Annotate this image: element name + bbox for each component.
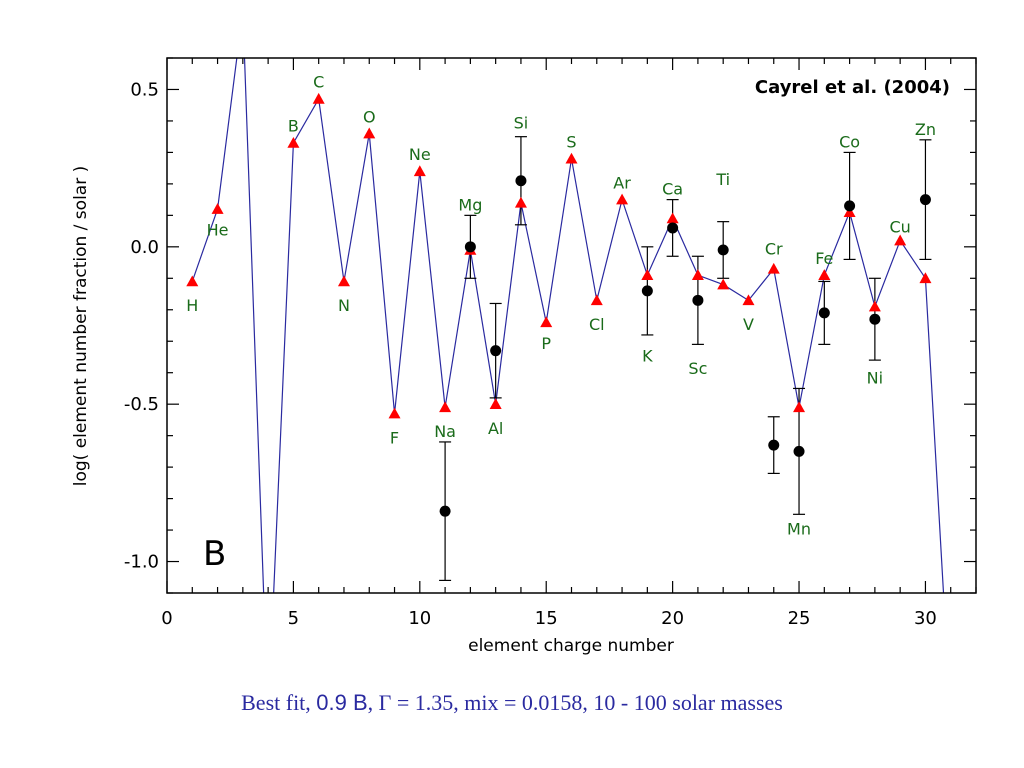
model-marker-v	[742, 294, 755, 306]
element-label-cu: Cu	[890, 217, 911, 236]
model-marker-ar	[616, 193, 629, 205]
observed-point-22	[717, 244, 729, 256]
y-tick-label-3: -1.0	[124, 552, 159, 573]
model-marker-f	[388, 407, 401, 419]
observed-point-14	[515, 175, 527, 187]
model-marker-ti	[717, 278, 730, 290]
element-label-s: S	[566, 132, 576, 151]
element-label-b: B	[288, 117, 299, 136]
y-tick-label-2: -0.5	[124, 394, 159, 415]
x-tick-label-20: 20	[661, 608, 684, 629]
element-label-fe: Fe	[815, 249, 833, 268]
observed-point-21	[692, 294, 704, 306]
x-tick-label-0: 0	[161, 608, 172, 629]
model-marker-ni	[868, 300, 881, 312]
x-tick-label-15: 15	[535, 608, 558, 629]
element-label-cr: Cr	[765, 239, 783, 258]
model-series-line	[191, 58, 945, 593]
element-label-o: O	[363, 107, 376, 126]
element-label-h: H	[186, 296, 198, 315]
caption-part-1: Best fit,	[241, 690, 317, 715]
reference-annotation: Cayrel et al. (2004)	[755, 77, 950, 98]
model-marker-s	[565, 152, 578, 164]
x-tick-label-5: 5	[288, 608, 299, 629]
model-marker-sc	[691, 269, 704, 280]
element-label-si: Si	[514, 114, 529, 133]
caption-part-2: 0.9 B	[316, 690, 368, 715]
caption-part-3: , Γ = 1.35, mix = 0.0158, 10 - 100 solar…	[367, 690, 783, 715]
model-marker-fe	[818, 269, 831, 280]
model-marker-h	[186, 275, 199, 287]
element-label-zn: Zn	[915, 120, 936, 139]
element-label-n: N	[338, 296, 350, 315]
observed-point-20	[667, 222, 679, 234]
model-marker-al	[489, 398, 502, 409]
panel-label: B	[203, 534, 226, 574]
model-marker-na	[439, 401, 452, 413]
observed-point-12	[464, 241, 476, 253]
element-label-co: Co	[839, 132, 860, 151]
model-marker-o	[363, 127, 376, 139]
model-marker-ne	[413, 165, 426, 177]
element-label-na: Na	[434, 422, 456, 441]
observed-point-28	[869, 313, 881, 325]
observed-point-25	[793, 445, 805, 457]
model-marker-c	[312, 92, 325, 104]
x-tick-label-10: 10	[408, 608, 431, 629]
element-label-ni: Ni	[867, 369, 883, 388]
element-label-ne: Ne	[409, 145, 431, 164]
model-marker-cr	[767, 262, 780, 274]
observed-point-19	[641, 285, 653, 297]
y-axis-title: log( element number fraction / solar )	[71, 166, 91, 486]
figure-caption: Best fit, 0.9 B, Γ = 1.35, mix = 0.0158,…	[0, 690, 1024, 716]
observed-point-26	[818, 307, 830, 319]
observed-point-11	[439, 505, 451, 517]
element-label-ca: Ca	[662, 180, 683, 199]
abundance-chart: H He B C N O F Ne Na Mg Al Si P S Cl Ar K Ca Sc Ti V Cr Mn Fe Co…	[71, 57, 977, 656]
element-label-ti: Ti	[715, 170, 730, 189]
element-label-mg: Mg	[458, 195, 482, 214]
model-marker-n	[337, 275, 350, 287]
model-marker-p	[540, 316, 553, 328]
observed-point-24	[768, 439, 780, 451]
model-marker-cl	[590, 294, 603, 306]
model-marker-co	[843, 206, 856, 218]
element-label-c: C	[313, 73, 324, 92]
model-marker-k	[641, 269, 654, 280]
model-marker-cu	[894, 234, 907, 246]
model-marker-si	[514, 196, 527, 208]
element-label-sc: Sc	[688, 359, 707, 378]
model-marker-b	[287, 136, 300, 148]
element-label-ar: Ar	[613, 173, 631, 192]
element-label-k: K	[642, 346, 653, 365]
observed-point-13	[490, 345, 502, 357]
observed-point-27	[844, 200, 856, 212]
element-label-al: Al	[488, 419, 503, 438]
model-marker-zn	[919, 272, 932, 284]
model-marker-ca	[666, 212, 679, 224]
element-label-he: He	[207, 221, 229, 240]
element-label-mn: Mn	[787, 520, 811, 539]
observed-point-30	[919, 194, 931, 206]
element-label-f: F	[390, 428, 399, 447]
x-tick-label-30: 30	[914, 608, 937, 629]
model-marker-mn	[793, 401, 806, 413]
element-label-cl: Cl	[589, 315, 605, 334]
y-tick-label-1: 0.0	[130, 237, 159, 258]
y-tick-label-0: 0.5	[130, 79, 159, 100]
model-marker-he	[211, 203, 224, 214]
x-tick-label-25: 25	[788, 608, 811, 629]
element-label-p: P	[541, 334, 551, 353]
element-label-v: V	[743, 315, 754, 334]
x-axis-title: element charge number	[468, 636, 674, 656]
